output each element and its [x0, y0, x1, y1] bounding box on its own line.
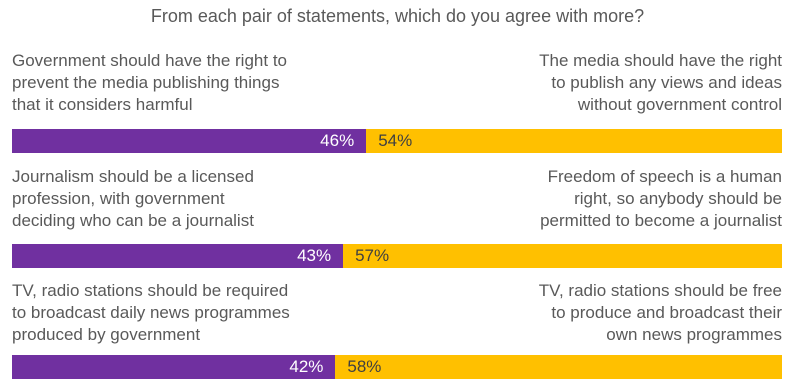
- right-statement: TV, radio stations should be free to pro…: [538, 281, 782, 344]
- left-statement: TV, radio stations should be required to…: [12, 281, 290, 344]
- chart-title: From each pair of statements, which do y…: [150, 6, 645, 26]
- bar-segment-left: 42%: [12, 355, 336, 379]
- data-label-right: 58%: [347, 357, 382, 376]
- data-label-left: 43%: [297, 246, 332, 265]
- bar-segment-left: 46%: [12, 129, 367, 153]
- stacked-bar: 42% 58%: [12, 355, 782, 379]
- bar-segment-left: 43%: [12, 244, 344, 268]
- stacked-bar: 46% 54%: [12, 129, 782, 153]
- stacked-bar: 43% 57%: [12, 244, 782, 268]
- right-statement: The media should have the right to publi…: [539, 51, 782, 114]
- data-label-right: 54%: [378, 131, 413, 150]
- bar-segment-right: 54%: [366, 129, 782, 153]
- data-label-left: 42%: [289, 357, 324, 376]
- bar-segment-right: 58%: [335, 355, 782, 379]
- left-statement: Government should have the right to prev…: [12, 51, 287, 114]
- bar-segment-right: 57%: [343, 244, 782, 268]
- left-statement: Journalism should be a licensed professi…: [12, 167, 254, 230]
- data-label-right: 57%: [355, 246, 390, 265]
- right-statement: Freedom of speech is a human right, so a…: [540, 167, 782, 230]
- data-label-left: 46%: [320, 131, 355, 150]
